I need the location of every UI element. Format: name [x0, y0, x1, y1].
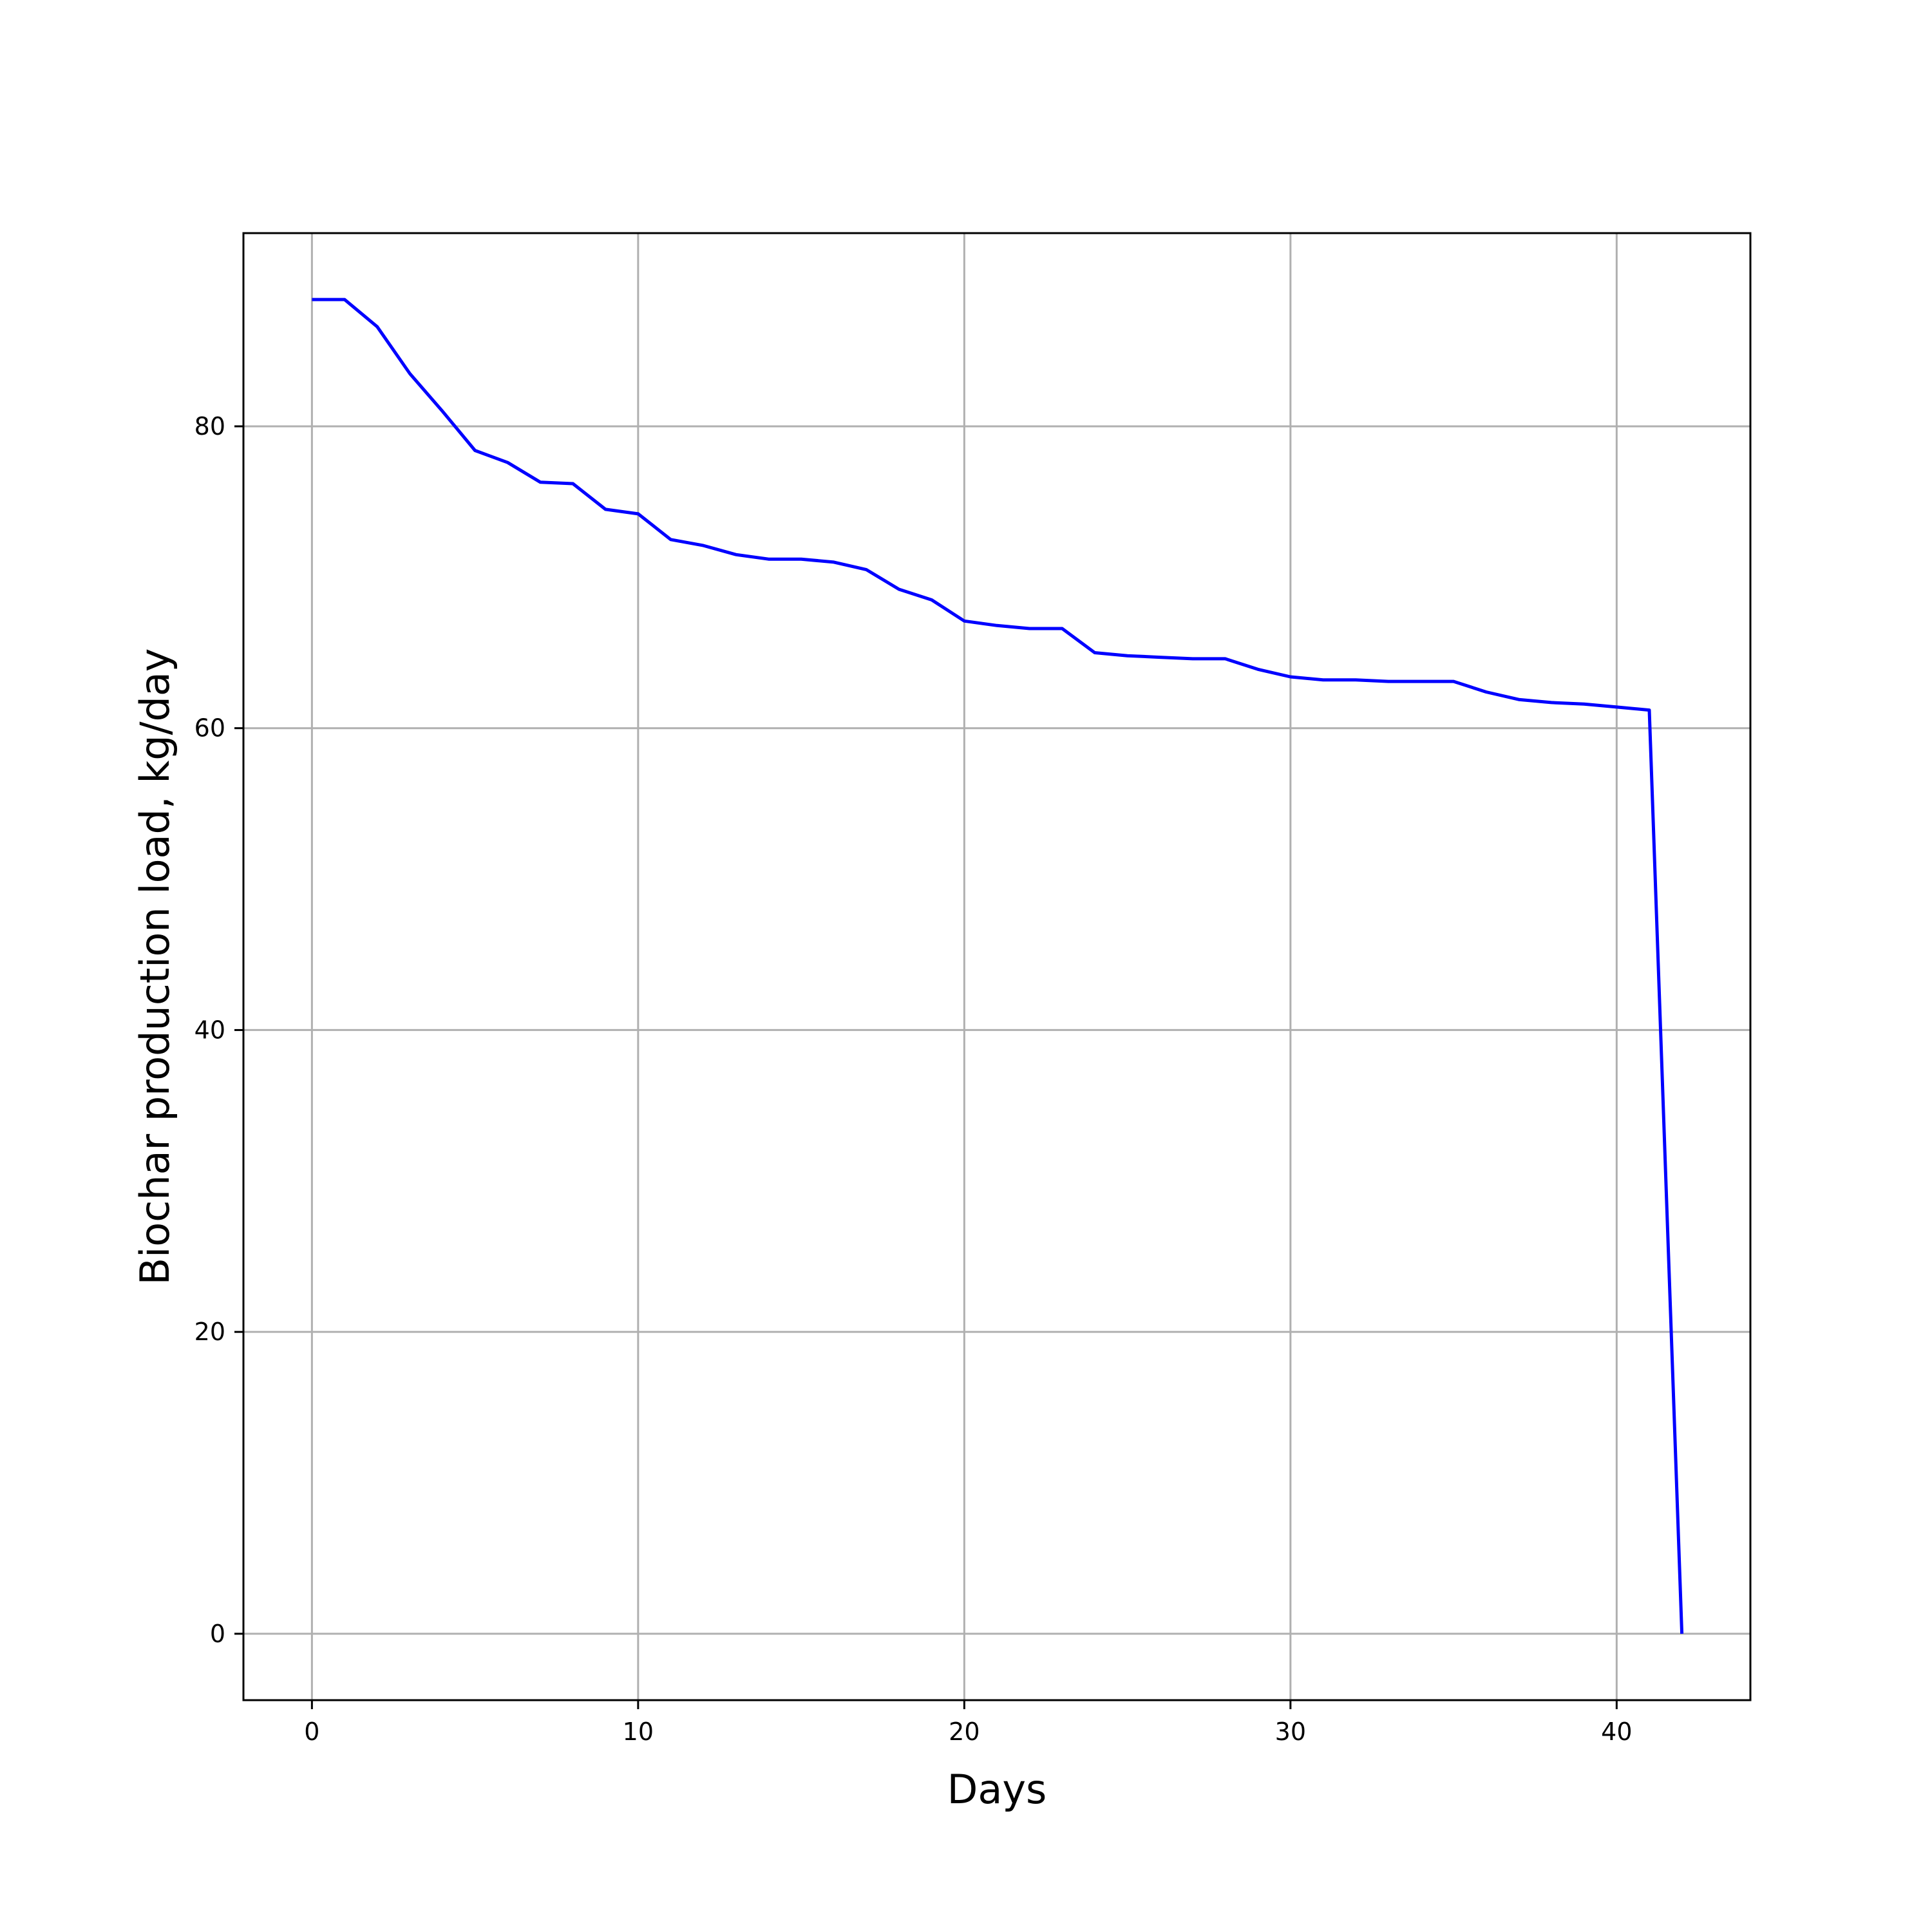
x-tick-label: 10 [623, 1718, 654, 1746]
y-axis-label: Biochar production load, kg/day [131, 648, 178, 1285]
series-line [312, 298, 1684, 1634]
series-layer [312, 298, 1684, 1634]
plot-frame [242, 232, 1752, 1701]
grid [243, 233, 1750, 1700]
x-axis-label: Days [947, 1766, 1047, 1813]
y-tick-label: 20 [194, 1318, 225, 1346]
y-tick-label: 0 [210, 1620, 225, 1648]
y-tick-label: 40 [194, 1016, 225, 1044]
x-tick-label: 30 [1275, 1718, 1306, 1746]
y-tick-label: 80 [194, 412, 225, 440]
ticks: 0 10 20 30 40 0 20 40 60 80 [194, 412, 1633, 1746]
x-tick-label: 0 [304, 1718, 319, 1746]
x-tick-label: 40 [1601, 1718, 1632, 1746]
x-tick-label: 20 [949, 1718, 980, 1746]
y-tick-label: 60 [194, 714, 225, 743]
